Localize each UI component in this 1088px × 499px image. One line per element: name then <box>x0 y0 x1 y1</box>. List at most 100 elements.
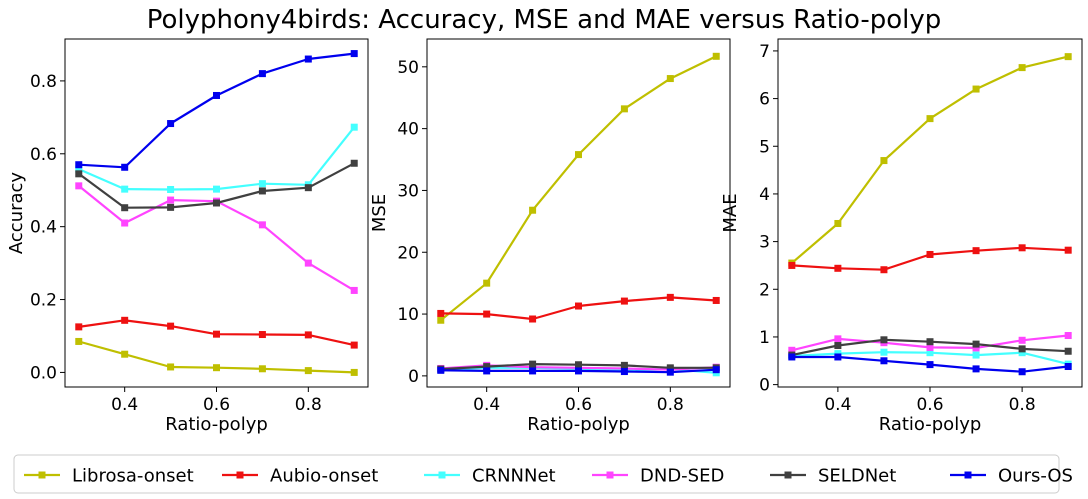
y-tick-label: 7 <box>759 42 770 62</box>
data-point <box>620 105 628 113</box>
data-point <box>666 368 674 376</box>
data-point <box>304 55 312 63</box>
data-point <box>75 337 83 345</box>
data-point <box>213 364 220 372</box>
series-ours-os <box>75 50 358 171</box>
axes-frame <box>426 38 731 388</box>
data-point <box>972 340 980 348</box>
data-point <box>926 338 934 346</box>
legend-entry-aubio-onset: Aubio-onset <box>222 466 378 487</box>
legend-marker <box>438 471 446 479</box>
data-point <box>304 184 312 192</box>
data-point <box>529 206 537 214</box>
series-librosa-onset <box>75 337 358 376</box>
data-point <box>75 161 83 169</box>
data-point <box>258 180 266 188</box>
series-line <box>791 55 1069 264</box>
y-axis-label: MSE <box>369 194 390 232</box>
y-axis-label: MAE <box>720 193 741 232</box>
x-tick-label: 0.4 <box>111 395 138 415</box>
data-point <box>304 331 312 339</box>
data-point <box>529 360 537 368</box>
legend-label: DND-SED <box>640 466 724 487</box>
data-point <box>575 302 582 310</box>
data-point <box>75 170 83 178</box>
data-point <box>972 365 980 373</box>
y-tick-label: 10 <box>397 305 419 325</box>
x-tick-label: 0.6 <box>203 395 230 415</box>
data-point <box>121 219 129 227</box>
data-point <box>926 361 934 369</box>
data-point <box>258 70 266 78</box>
legend-label: Librosa-onset <box>72 466 194 487</box>
series-seldnet <box>75 159 358 212</box>
data-point <box>1018 336 1026 344</box>
data-point <box>620 297 628 305</box>
legend-frame <box>13 454 1060 494</box>
data-point <box>1064 53 1072 61</box>
series-line <box>440 55 717 322</box>
x-axis-label: Ratio-polyp <box>527 414 630 435</box>
data-point <box>167 203 175 211</box>
legend-items: Librosa-onset Aubio-onset CRNNNet DND-SED SE… <box>24 466 1073 487</box>
y-tick-label: 40 <box>397 120 419 140</box>
data-point <box>75 165 83 173</box>
legend-label: Aubio-onset <box>270 466 378 487</box>
series-crnnnet <box>75 123 358 193</box>
data-point <box>258 331 266 339</box>
data-point <box>666 75 674 83</box>
y-tick-label: 50 <box>397 58 419 78</box>
data-point <box>926 349 934 357</box>
data-point <box>1064 363 1072 371</box>
y-tick-label: 0.0 <box>30 363 57 383</box>
subplot-3: 0.4 0.6 0.8 0 1 2 3 4 5 6 7 Ratio-polyp MAE <box>720 38 1083 435</box>
data-point <box>1064 332 1072 340</box>
data-point <box>712 296 720 304</box>
data-point <box>213 199 220 207</box>
data-point <box>304 259 312 267</box>
y-tick-label: 3 <box>759 233 770 253</box>
data-point <box>926 343 934 351</box>
legend-entry-seldnet: SELDNet <box>770 466 896 487</box>
data-point <box>926 115 934 123</box>
y-tick-label: 0 <box>759 376 770 396</box>
legend-label: CRNNNet <box>472 466 556 487</box>
y-tick-label: 0.2 <box>30 291 57 311</box>
data-point <box>1018 345 1026 353</box>
data-point <box>167 363 175 371</box>
data-point <box>350 50 358 58</box>
data-point <box>121 204 129 212</box>
x-tick-label: 0.4 <box>824 395 851 415</box>
data-point <box>350 159 358 167</box>
data-point <box>880 157 888 165</box>
legend-marker <box>606 471 614 479</box>
data-point <box>834 342 842 350</box>
data-point <box>972 85 980 93</box>
data-point <box>483 279 491 287</box>
data-point <box>620 361 628 369</box>
subplot-2: 0.4 0.6 0.8 0 10 20 30 40 50 Ratio-polyp MSE <box>369 38 731 435</box>
series-dnd-sed <box>75 182 358 294</box>
data-point <box>437 316 445 324</box>
x-axis-label: Ratio-polyp <box>879 414 982 435</box>
data-point <box>620 368 628 376</box>
data-point <box>258 221 266 229</box>
data-point <box>213 91 220 99</box>
data-point <box>575 367 582 375</box>
data-point <box>834 219 842 227</box>
data-point <box>834 264 842 272</box>
data-point <box>575 361 582 369</box>
y-tick-label: 1 <box>759 328 770 348</box>
axes-frame <box>777 38 1083 388</box>
data-point <box>167 120 175 128</box>
data-point <box>483 363 491 371</box>
series-line <box>78 52 355 169</box>
series-ours-os <box>788 353 1072 376</box>
data-point <box>712 52 720 60</box>
data-point <box>529 367 537 375</box>
y-tick-label: 0 <box>408 367 419 387</box>
data-point <box>1018 244 1026 252</box>
data-point <box>834 335 842 343</box>
data-point <box>666 293 674 301</box>
data-point <box>972 247 980 255</box>
